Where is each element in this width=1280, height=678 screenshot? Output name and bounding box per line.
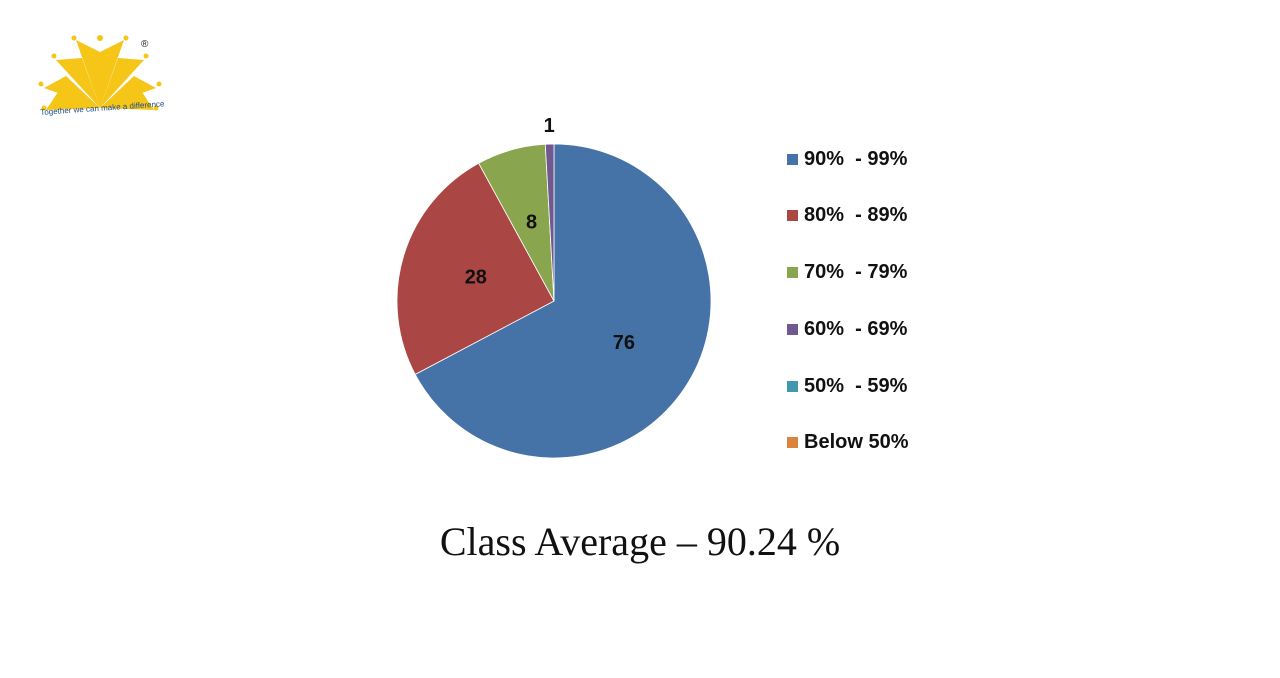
legend-item: 60% - 69% (787, 318, 987, 340)
legend-swatch (787, 323, 798, 335)
slice-data-label: 28 (465, 267, 487, 289)
legend-label: 90% - 99% (804, 147, 908, 170)
registered-mark: ® (141, 39, 149, 50)
legend-label: 70% - 79% (804, 261, 908, 284)
legend-swatch (787, 210, 798, 222)
legend-item: 80% - 89% (787, 204, 987, 227)
slice-data-label: 8 (526, 211, 537, 233)
legend-item: 50% - 59% (787, 375, 987, 397)
legend-label: 60% - 69% (804, 317, 908, 340)
legend-item: 90% - 99% (787, 148, 987, 170)
pie-slice (396, 162, 555, 375)
legend-item: Below 50% (787, 431, 987, 454)
pie-slice (544, 143, 555, 302)
legend-label: Below 50% (804, 431, 909, 454)
legend-swatch (787, 267, 798, 279)
chart-legend: 90% - 99% 80% - 89% 70% - 79% 60% - 69% … (787, 148, 987, 489)
pie-chart: 76 28 8 1 (380, 110, 740, 480)
slice-data-label: 1 (544, 115, 555, 137)
legend-swatch (787, 380, 798, 392)
legend-label: 80% - 89% (804, 204, 908, 227)
legend-item: 70% - 79% (787, 261, 987, 284)
sunburst-logo-icon (38, 35, 162, 111)
legend-label: 50% - 59% (804, 374, 908, 397)
legend-swatch (787, 153, 798, 165)
legend-swatch (787, 437, 798, 449)
logo (36, 30, 166, 130)
slice-data-label: 76 (613, 332, 635, 354)
class-average-caption: Class Average – 90.24 % (439, 519, 841, 564)
pie-chart-svg: 76 28 8 1 (396, 115, 712, 459)
pie-slice (414, 143, 712, 459)
